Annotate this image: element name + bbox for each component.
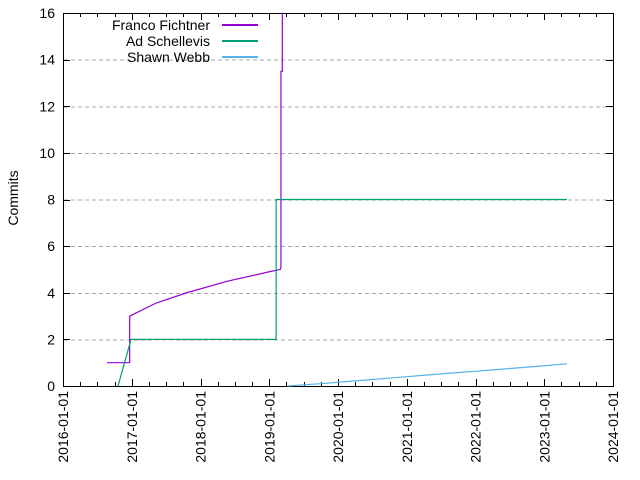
x-tick-label: 2017-01-01 [124,391,140,463]
x-tick-label: 2018-01-01 [193,391,209,463]
legend-label: Ad Schellevis [125,33,210,49]
legend-item-franco-fichtner: Franco Fichtner [63,17,258,33]
x-tick-label: 2024-01-01 [605,391,621,463]
legend: Franco Fichtner Ad Schellevis Shawn Webb [63,17,258,65]
y-tick-label: 14 [39,52,55,68]
legend-line-sample-shawn-webb [222,56,258,58]
x-tick-label: 2016-01-01 [55,391,71,463]
y-tick-label: 8 [47,192,55,208]
legend-line-sample-ad-schellevis [222,40,258,42]
y-tick-label: 10 [39,145,55,161]
series-line-ad-schellevis [117,198,567,387]
legend-line-sample-franco-fichtner [222,24,258,26]
x-tick-label: 2023-01-01 [536,391,552,463]
y-tick-label: 0 [47,378,55,394]
legend-label: Franco Fichtner [111,17,210,33]
x-tick-label: 2022-01-01 [468,391,484,463]
x-tick-label: 2019-01-01 [261,391,277,463]
x-tick-label: 2020-01-01 [330,391,346,463]
y-tick-label: 4 [47,285,55,301]
y-axis-title: Commits [5,170,21,226]
y-tick-label: 16 [39,5,55,21]
plot-border [63,13,614,387]
y-tick-label: 2 [47,331,55,347]
x-tick-label: 2021-01-01 [399,391,415,463]
legend-label: Shawn Webb [126,49,210,65]
series-line-franco-fichtner [107,12,283,364]
y-tick-label: 12 [39,98,55,114]
legend-item-ad-schellevis: Ad Schellevis [63,33,258,49]
series-line-shawn-webb [287,363,567,387]
legend-item-shawn-webb: Shawn Webb [63,49,258,65]
y-tick-label: 6 [47,238,55,254]
